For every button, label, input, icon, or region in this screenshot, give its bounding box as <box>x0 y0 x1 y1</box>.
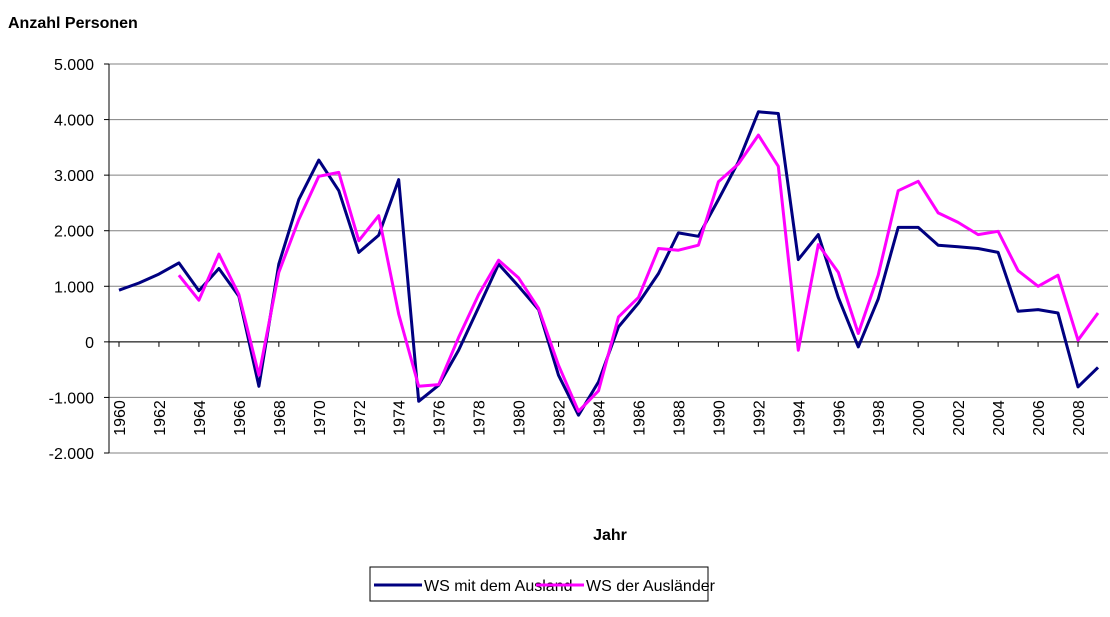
x-tick-label: 1980 <box>512 400 529 436</box>
legend-label: WS der Ausländer <box>586 578 716 595</box>
x-tick-label: 2008 <box>1071 400 1088 436</box>
x-tick-label: 1974 <box>392 400 409 436</box>
x-tick-label: 1988 <box>671 400 688 436</box>
y-tick-label: 5.000 <box>54 57 94 74</box>
x-tick-label: 2000 <box>911 400 928 436</box>
y-tick-label: -1.000 <box>49 390 94 407</box>
x-tick-label: 1972 <box>352 400 369 436</box>
x-tick-label: 1986 <box>631 400 648 436</box>
chart-title: Anzahl Personen <box>8 15 138 32</box>
x-axis-label: Jahr <box>593 527 627 544</box>
x-tick-label: 1960 <box>112 400 129 436</box>
y-tick-label: 2.000 <box>54 224 94 241</box>
x-tick-label: 2006 <box>1031 400 1048 436</box>
x-tick-label: 1978 <box>472 400 489 436</box>
y-tick-label: 4.000 <box>54 113 94 130</box>
legend-label: WS mit dem Ausland <box>424 578 573 595</box>
x-tick-label: 2004 <box>991 400 1008 436</box>
y-tick-label: 0 <box>85 335 94 352</box>
x-tick-label: 1976 <box>432 400 449 436</box>
x-tick-label: 1992 <box>751 400 768 436</box>
x-tick-label: 2002 <box>951 400 968 436</box>
y-tick-label: 1.000 <box>54 279 94 296</box>
x-tick-label: 1996 <box>831 400 848 436</box>
y-tick-label: -2.000 <box>49 446 94 463</box>
data-line <box>177 133 1100 413</box>
x-tick-label: 1970 <box>312 400 329 436</box>
data-line <box>118 110 1100 417</box>
x-tick-label: 1994 <box>791 400 808 436</box>
x-tick-label: 1982 <box>552 400 569 436</box>
x-tick-label: 1990 <box>711 400 728 436</box>
x-tick-label: 1966 <box>232 400 249 436</box>
x-tick-label: 1984 <box>592 400 609 436</box>
x-tick-label: 1964 <box>192 400 209 436</box>
x-tick-label: 1968 <box>272 400 289 436</box>
y-tick-label: 3.000 <box>54 168 94 185</box>
x-tick-label: 1962 <box>152 400 169 436</box>
x-tick-label: 1998 <box>871 400 888 436</box>
